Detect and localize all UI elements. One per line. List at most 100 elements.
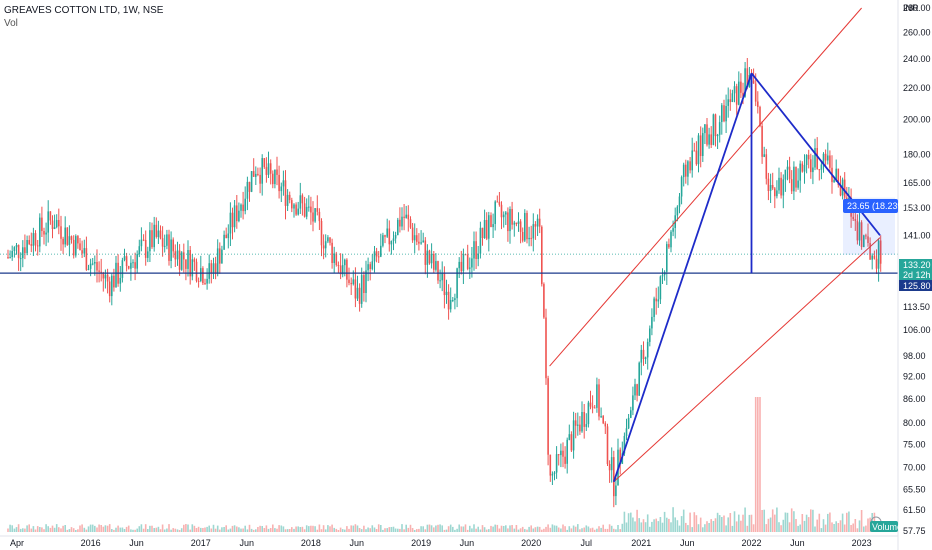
volume-bar: [767, 518, 770, 532]
candle-body: [693, 150, 696, 152]
candle-body: [163, 245, 166, 247]
volume-bar: [471, 528, 473, 532]
volume-bar: [168, 524, 170, 532]
volume-bar: [401, 524, 403, 532]
volume-bar: [702, 527, 704, 532]
volume-bar: [39, 527, 41, 532]
price-tick-label: 153.00: [903, 203, 931, 213]
volume-indicator-label[interactable]: Vol: [4, 18, 18, 29]
candle-body: [591, 406, 594, 408]
candle-body: [401, 216, 403, 227]
volume-bar: [233, 525, 236, 532]
volume-bar: [860, 510, 863, 532]
volume-bar: [45, 524, 47, 532]
volume-bar: [608, 524, 611, 532]
volume-bar: [803, 520, 806, 532]
volume-bar: [479, 529, 482, 532]
candle-body: [9, 257, 11, 259]
candle-body: [127, 266, 130, 269]
volume-bar: [704, 524, 706, 532]
candle-body: [312, 212, 314, 222]
candle-body: [36, 245, 39, 247]
price-tick-label: 75.00: [903, 439, 926, 449]
volume-bar: [193, 525, 196, 532]
volume-bar: [672, 507, 674, 532]
candlesticks: [7, 58, 882, 508]
symbol-title[interactable]: GREAVES COTTON LTD, 1W, NSE: [4, 5, 164, 16]
volume-bar: [58, 527, 60, 532]
chart-legend[interactable]: GREAVES COTTON LTD, 1W, NSE Vol: [4, 4, 163, 30]
volume-bar: [835, 521, 837, 532]
candle-body: [810, 159, 812, 173]
candle-body: [32, 233, 35, 246]
volume-bar: [212, 524, 215, 532]
candle-body: [350, 282, 352, 285]
candle-body: [543, 284, 545, 318]
volume-bar: [274, 528, 276, 532]
volume-bar: [532, 528, 535, 532]
volume-bar: [284, 529, 287, 532]
candle-body: [60, 226, 62, 239]
candle-body: [322, 245, 325, 249]
volume-bar: [496, 524, 499, 532]
candle-body: [339, 265, 342, 275]
volume-bar: [43, 529, 45, 532]
volume-bar: [339, 527, 342, 532]
volume-bar: [358, 528, 361, 532]
volume-bar: [718, 515, 721, 532]
candle-body: [657, 299, 660, 302]
candle-body: [149, 230, 151, 252]
candle-body: [166, 234, 168, 246]
volume-bar: [265, 525, 268, 532]
candle-body: [108, 281, 111, 297]
time-tick-label: Jun: [460, 538, 475, 548]
volume-bar: [204, 527, 206, 532]
volume-bar: [15, 527, 18, 532]
candle-body: [619, 449, 621, 464]
volume-bar: [259, 525, 261, 532]
time-axis-ticks[interactable]: Apr 2016 Jun 2017 Jun 2018 Jun 2019 Jun 2020 Jul 20…: [10, 538, 872, 548]
candle-body: [30, 244, 33, 246]
volume-bar: [66, 529, 69, 532]
candle-body: [333, 253, 335, 263]
trendline-channel-upper[interactable]: [549, 7, 862, 367]
volume-bar: [371, 525, 374, 532]
volume-bar: [79, 525, 81, 532]
horizontal-line-125-80[interactable]: [0, 253, 898, 274]
trendline-drawings[interactable]: [549, 7, 881, 483]
volume-bar: [49, 527, 52, 532]
candle-body: [790, 179, 793, 192]
candle-body: [200, 268, 202, 281]
candle-body: [274, 169, 276, 185]
candle-body: [858, 222, 861, 241]
volume-bar: [310, 525, 312, 532]
candle-body: [738, 81, 740, 105]
volume-bar: [695, 515, 698, 532]
candle-body: [462, 254, 465, 272]
volume-bar: [380, 525, 382, 532]
candle-body: [519, 221, 522, 232]
candle-body: [134, 262, 136, 269]
candle-body: [130, 262, 132, 269]
volume-bar: [308, 526, 310, 532]
volume-bar: [829, 512, 831, 532]
volume-bar: [649, 526, 651, 532]
measure-label[interactable]: 23.65 (18.23%) 4: [843, 199, 916, 213]
candle-body: [816, 148, 818, 170]
candle-body: [70, 236, 73, 240]
candle-body: [356, 287, 359, 299]
volume-bar: [130, 529, 132, 532]
candle-body: [712, 114, 715, 145]
volume-badge[interactable]: Volume: [870, 516, 902, 532]
trendline-channel-lower[interactable]: [613, 237, 881, 483]
candle-body: [284, 180, 287, 206]
candle-body: [252, 171, 255, 177]
volume-bar: [488, 529, 490, 532]
volume-bar: [716, 512, 719, 532]
volume-bar: [469, 525, 471, 532]
candle-body: [424, 240, 427, 265]
volume-bar: [386, 528, 388, 532]
candle-body: [488, 215, 490, 239]
trendline-pattern[interactable]: [612, 72, 753, 483]
